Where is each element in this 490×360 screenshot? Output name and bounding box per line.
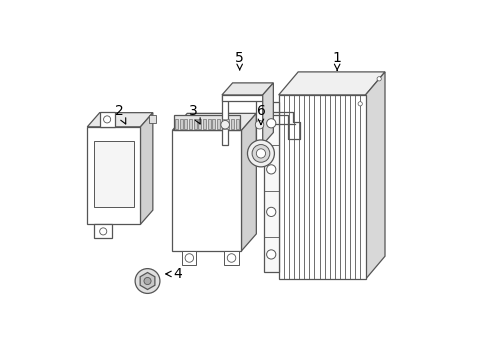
Circle shape	[185, 254, 194, 262]
Circle shape	[267, 165, 276, 174]
Circle shape	[256, 149, 266, 158]
Circle shape	[135, 269, 160, 293]
Bar	[213, 119, 215, 129]
Bar	[185, 119, 187, 129]
Bar	[236, 119, 239, 129]
Bar	[175, 119, 178, 129]
Polygon shape	[222, 83, 273, 95]
Circle shape	[267, 119, 276, 128]
Polygon shape	[172, 113, 256, 130]
Polygon shape	[366, 72, 385, 279]
Bar	[180, 119, 183, 129]
Bar	[94, 141, 134, 207]
Circle shape	[247, 140, 274, 167]
Bar	[217, 119, 220, 129]
Polygon shape	[140, 273, 155, 289]
Text: 2: 2	[115, 104, 126, 124]
Bar	[208, 119, 211, 129]
Polygon shape	[263, 83, 273, 145]
Polygon shape	[242, 113, 256, 251]
Polygon shape	[279, 72, 385, 95]
Circle shape	[267, 207, 276, 216]
Bar	[231, 119, 234, 129]
Bar	[203, 119, 206, 129]
Circle shape	[358, 102, 362, 106]
Bar	[279, 95, 366, 279]
Text: 3: 3	[189, 104, 200, 124]
Polygon shape	[141, 113, 153, 224]
Bar	[222, 119, 224, 129]
Bar	[172, 130, 242, 251]
Text: 1: 1	[333, 51, 342, 70]
Circle shape	[103, 116, 111, 123]
Bar	[264, 102, 279, 272]
Bar	[224, 251, 239, 265]
Bar	[222, 95, 263, 101]
Bar	[226, 119, 229, 129]
Circle shape	[377, 77, 381, 81]
Bar	[182, 251, 196, 265]
Bar	[99, 112, 115, 127]
Bar	[95, 224, 112, 238]
Circle shape	[227, 254, 236, 262]
Bar	[198, 119, 201, 129]
Bar	[189, 119, 192, 129]
Circle shape	[99, 228, 107, 235]
Text: 6: 6	[256, 104, 266, 125]
Circle shape	[144, 278, 151, 284]
Circle shape	[267, 250, 276, 259]
Circle shape	[221, 121, 229, 129]
Polygon shape	[87, 113, 153, 127]
Text: 5: 5	[235, 51, 244, 70]
Bar	[194, 119, 196, 129]
Bar	[149, 116, 156, 123]
Text: 4: 4	[166, 267, 182, 281]
Bar	[174, 116, 240, 130]
Circle shape	[252, 145, 270, 162]
Circle shape	[255, 121, 264, 129]
Bar	[256, 95, 263, 145]
Bar	[222, 95, 228, 145]
Bar	[87, 127, 141, 224]
